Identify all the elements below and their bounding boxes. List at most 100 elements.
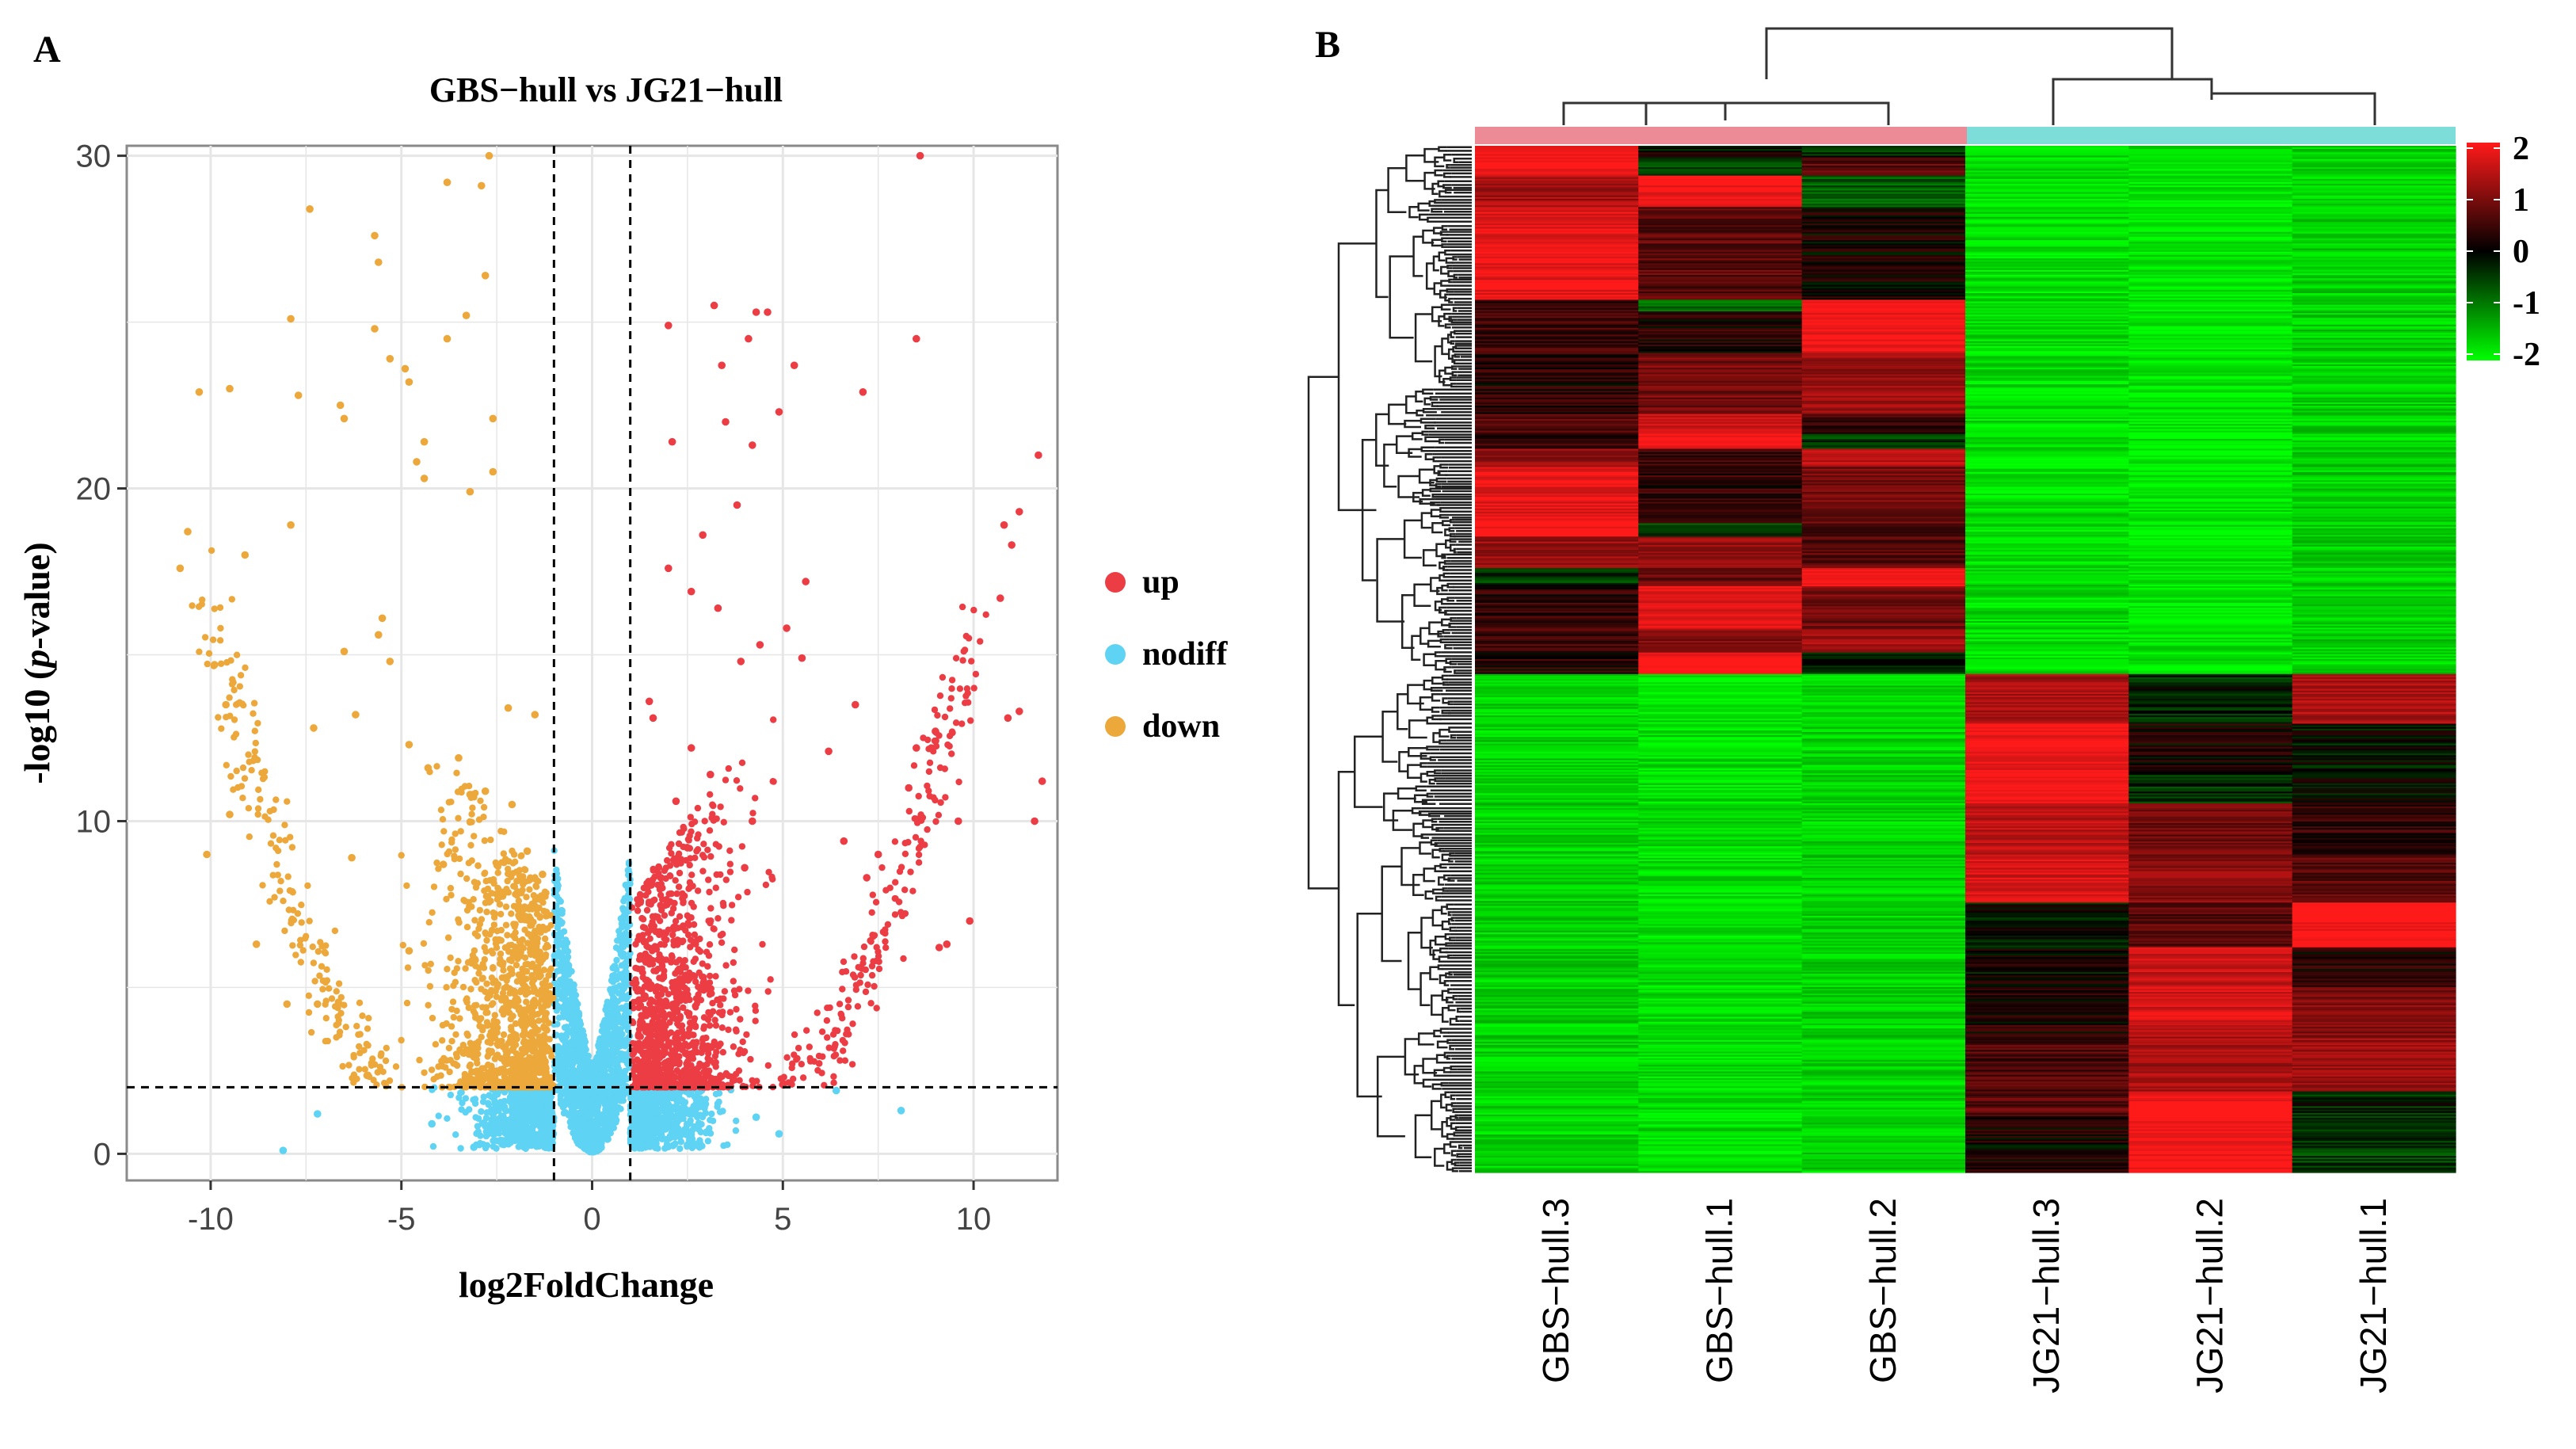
nodiff-point xyxy=(556,929,564,936)
nodiff-point xyxy=(447,1091,455,1099)
nodiff-point xyxy=(638,1100,645,1107)
up-point xyxy=(705,876,712,883)
up-point xyxy=(696,1060,703,1068)
nodiff-point xyxy=(612,1115,619,1122)
down-point xyxy=(514,955,521,963)
up-point xyxy=(712,1022,720,1029)
up-point xyxy=(705,1046,713,1053)
up-point xyxy=(670,924,677,931)
up-point xyxy=(752,795,759,802)
nodiff-point xyxy=(674,1092,681,1100)
down-point xyxy=(453,1054,460,1061)
up-point xyxy=(688,871,695,879)
nodiff-point xyxy=(577,1035,585,1043)
down-point xyxy=(471,1002,478,1009)
up-point xyxy=(745,987,752,994)
nodiff-point xyxy=(682,1110,689,1117)
up-point xyxy=(638,1048,646,1056)
nodiff-point xyxy=(620,898,627,905)
up-point xyxy=(666,1019,673,1026)
up-point xyxy=(643,906,651,914)
down-point xyxy=(421,962,429,969)
down-point xyxy=(429,909,436,917)
down-point xyxy=(548,1081,555,1089)
nodiff-point xyxy=(617,915,624,922)
nodiff-point xyxy=(580,1077,588,1085)
down-point xyxy=(519,966,526,973)
down-point xyxy=(481,837,488,845)
nodiff-point xyxy=(522,1127,529,1134)
down-point xyxy=(488,1065,496,1073)
up-point xyxy=(686,974,694,982)
up-point xyxy=(638,1012,645,1019)
up-point xyxy=(734,894,742,901)
down-point xyxy=(468,818,475,826)
nodiff-point xyxy=(578,1090,585,1098)
up-point xyxy=(674,936,681,944)
up-point xyxy=(747,1055,754,1063)
up-point xyxy=(721,988,729,995)
down-point xyxy=(531,1054,539,1062)
up-point xyxy=(690,921,698,929)
up-point xyxy=(703,948,711,955)
nodiff-point xyxy=(720,1142,727,1150)
up-point xyxy=(679,964,686,971)
up-point xyxy=(634,1030,642,1038)
up-point xyxy=(736,1077,743,1084)
nodiff-point xyxy=(554,982,562,990)
up-point xyxy=(725,1026,732,1034)
down-point xyxy=(452,830,459,837)
nodiff-point xyxy=(581,1060,589,1067)
down-point xyxy=(510,902,518,910)
nodiff-point xyxy=(536,1122,543,1130)
up-point xyxy=(860,943,868,951)
down-point xyxy=(443,984,450,991)
nodiff-point xyxy=(605,1104,613,1111)
nodiff-point xyxy=(554,1002,562,1010)
up-point xyxy=(719,899,727,907)
up-point xyxy=(765,868,772,876)
down-point xyxy=(429,1014,436,1022)
up-point xyxy=(649,946,656,953)
nodiff-point xyxy=(699,1113,707,1121)
up-point xyxy=(726,868,734,875)
nodiff-point xyxy=(620,985,627,992)
nodiff-point xyxy=(593,1066,600,1073)
up-point xyxy=(698,1049,705,1057)
nodiff-point xyxy=(594,1078,601,1086)
down-point xyxy=(508,910,515,917)
down-point xyxy=(478,1033,485,1041)
nodiff-point xyxy=(716,1108,724,1115)
up-point xyxy=(675,993,683,1001)
nodiff-point xyxy=(457,1089,464,1096)
nodiff-point xyxy=(512,1094,519,1101)
down-point xyxy=(448,1005,455,1013)
up-point xyxy=(685,837,692,844)
up-point xyxy=(715,1009,723,1016)
down-point xyxy=(535,878,542,885)
down-point xyxy=(497,955,504,963)
down-point xyxy=(502,921,510,929)
up-point xyxy=(718,1024,726,1031)
down-point xyxy=(519,1031,526,1039)
down-point xyxy=(472,956,479,964)
nodiff-point xyxy=(457,1145,464,1152)
down-point xyxy=(444,966,451,973)
nodiff-point xyxy=(608,990,615,997)
nodiff-point xyxy=(511,1108,518,1115)
down-point xyxy=(543,889,550,897)
up-point xyxy=(674,1068,682,1076)
down-point xyxy=(516,947,524,955)
nodiff-point xyxy=(615,1012,622,1019)
down-point xyxy=(509,932,517,940)
down-point xyxy=(482,899,490,906)
down-point xyxy=(506,990,513,997)
up-point xyxy=(660,974,668,981)
up-point xyxy=(659,1043,667,1050)
up-point xyxy=(872,898,880,906)
up-point xyxy=(642,938,650,945)
up-point xyxy=(656,1066,663,1073)
nodiff-point xyxy=(490,1137,497,1145)
up-point xyxy=(683,1078,690,1085)
